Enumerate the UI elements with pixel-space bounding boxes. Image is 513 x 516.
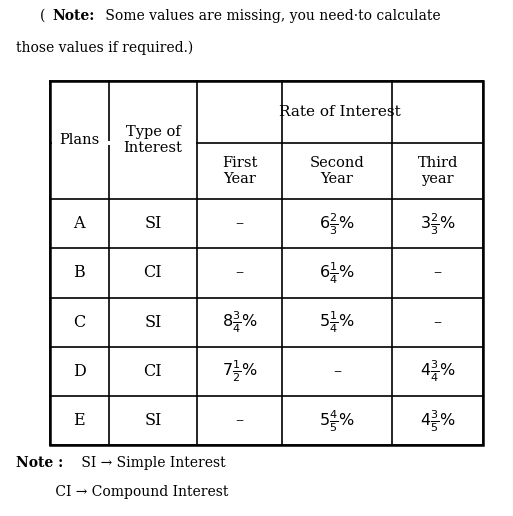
Bar: [50, 81, 483, 445]
Text: Some values are missing, you need·to calculate: Some values are missing, you need·to cal…: [101, 9, 441, 23]
Text: –: –: [235, 412, 244, 429]
Bar: [51, 141, 196, 145]
Text: CI: CI: [144, 265, 162, 282]
Text: –: –: [333, 363, 341, 380]
Text: SI: SI: [144, 314, 162, 331]
Text: SI: SI: [144, 215, 162, 232]
Text: $5\frac{1}{4}$%: $5\frac{1}{4}$%: [319, 309, 355, 335]
Text: Plans: Plans: [59, 133, 100, 147]
Text: –: –: [235, 215, 244, 232]
Text: D: D: [73, 363, 86, 380]
Text: Note:: Note:: [52, 9, 95, 23]
Text: $5\frac{4}{5}$%: $5\frac{4}{5}$%: [319, 408, 355, 433]
Text: $4\frac{3}{5}$%: $4\frac{3}{5}$%: [420, 408, 456, 433]
Text: –: –: [433, 314, 442, 331]
Text: –: –: [235, 265, 244, 282]
Text: (: (: [41, 9, 46, 23]
Text: Note :: Note :: [16, 456, 63, 470]
Text: A: A: [73, 215, 85, 232]
Text: First
Year: First Year: [222, 156, 257, 186]
Text: $3\frac{2}{3}$%: $3\frac{2}{3}$%: [420, 211, 456, 237]
Text: SI → Simple Interest: SI → Simple Interest: [77, 456, 225, 470]
Text: $6\frac{1}{4}$%: $6\frac{1}{4}$%: [319, 260, 355, 286]
Text: Third
year: Third year: [418, 156, 458, 186]
Text: $8\frac{3}{4}$%: $8\frac{3}{4}$%: [222, 309, 258, 335]
Text: CI: CI: [144, 363, 162, 380]
Text: those values if required.): those values if required.): [16, 41, 193, 55]
Text: Rate of Interest: Rate of Interest: [280, 105, 401, 119]
Text: SI: SI: [144, 412, 162, 429]
Text: CI → Compound Interest: CI → Compound Interest: [16, 485, 228, 499]
Text: $4\frac{3}{4}$%: $4\frac{3}{4}$%: [420, 359, 456, 384]
Text: $7\frac{1}{2}$%: $7\frac{1}{2}$%: [222, 359, 258, 384]
Text: B: B: [73, 265, 85, 282]
Text: C: C: [73, 314, 86, 331]
Text: –: –: [433, 265, 442, 282]
Text: $6\frac{2}{3}$%: $6\frac{2}{3}$%: [319, 211, 355, 237]
Text: E: E: [73, 412, 85, 429]
Text: Second
Year: Second Year: [310, 156, 364, 186]
Text: Type of
Interest: Type of Interest: [124, 125, 182, 155]
